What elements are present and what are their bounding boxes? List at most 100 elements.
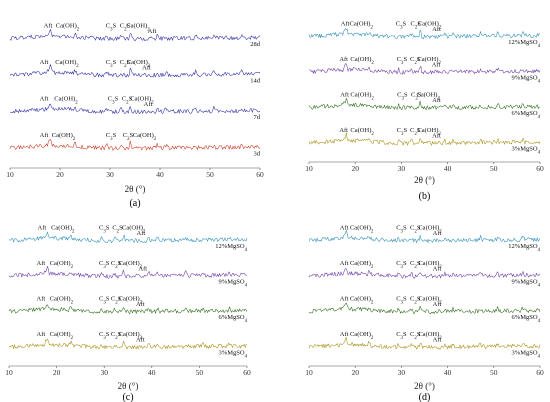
peak-annotation: C2S <box>410 260 421 270</box>
peak-annotation: Aft <box>433 266 442 273</box>
peak-annotation: Ca(OH)2 <box>55 59 79 69</box>
peak-annotation: C3S <box>396 331 407 341</box>
series-trace <box>8 266 248 279</box>
peak-annotation: C3S <box>106 132 117 142</box>
peak-annotation: Aft <box>432 133 441 140</box>
peak-annotation: Ca(OH)2 <box>417 56 441 66</box>
series-trace <box>308 336 541 350</box>
peak-annotation: Aft <box>432 62 441 69</box>
x-tick-label: 40 <box>148 368 156 377</box>
x-axis-label: 2θ (°) <box>414 175 435 185</box>
peak-annotation: Ca(OH)2 <box>418 331 442 341</box>
x-tick-label: 60 <box>256 170 264 179</box>
x-tick-label: 60 <box>243 368 251 377</box>
peak-annotation: C3S <box>396 260 407 270</box>
peak-annotation: Ca(OH)2 <box>350 296 374 306</box>
peak-annotation: Aft <box>433 337 442 344</box>
series-trace <box>9 29 261 42</box>
peak-annotation: C3S <box>106 23 117 33</box>
series-label: 3%MgSO4 <box>512 146 541 156</box>
peak-annotation: Ca(OH)2 <box>50 260 74 270</box>
x-tick-label: 10 <box>305 368 313 377</box>
peak-annotation: Aft <box>432 97 441 104</box>
peak-annotation: C3S <box>106 59 117 69</box>
peak-annotation: Ca(OH)2 <box>127 59 151 69</box>
peak-annotation: Aft <box>38 225 47 232</box>
series-label: 9%MgSO4 <box>219 279 248 289</box>
peak-annotation: C3S <box>397 92 408 102</box>
peak-annotation: Aft <box>148 28 157 35</box>
peak-annotation: Ca(OH)2 <box>350 92 374 102</box>
peak-annotation: C2S <box>111 331 122 341</box>
series-label: 12%MgSO4 <box>508 39 540 49</box>
peak-annotation: Ca(OH)2 <box>418 296 442 306</box>
peak-annotation: Ca(OH)2 <box>51 225 75 235</box>
peak-annotation: Ca(OH)2 <box>350 21 374 31</box>
peak-annotation: Aft <box>340 331 349 338</box>
peak-annotation: C2S <box>410 56 421 66</box>
series-label: 14d <box>250 78 261 85</box>
series-label: 28d <box>250 41 261 48</box>
x-axis-label: 2θ (°) <box>118 381 139 391</box>
peak-annotation: C2S <box>410 127 421 137</box>
peak-annotation: Ca(OH)2 <box>130 96 154 106</box>
series-label: 12%MgSO4 <box>215 243 247 253</box>
peak-annotation: Aft <box>144 101 153 108</box>
series-trace <box>9 64 261 78</box>
peak-annotation: Aft <box>44 23 53 30</box>
x-tick-label: 40 <box>444 164 452 173</box>
peak-annotation: C2S <box>411 92 422 102</box>
x-axis-label: 2θ (°) <box>414 381 435 391</box>
panel-label: (b) <box>419 191 431 202</box>
x-tick-label: 10 <box>305 164 313 173</box>
peak-annotation: C2S <box>410 331 421 341</box>
peak-annotation: Ca(OH)2 <box>133 132 157 142</box>
peak-annotation: Ca(OH)2 <box>418 260 442 270</box>
panel-label: (c) <box>122 392 133 402</box>
x-tick-label: 50 <box>196 368 204 377</box>
peak-annotation: Ca(OH)2 <box>350 331 374 341</box>
panel-label: (a) <box>129 198 140 209</box>
series-trace <box>308 28 541 40</box>
series-trace <box>8 304 248 315</box>
x-tick-label: 60 <box>536 164 544 173</box>
peak-annotation: C3S <box>99 331 110 341</box>
peak-annotation: Aft <box>37 331 46 338</box>
peak-annotation: C2S <box>120 23 131 33</box>
peak-annotation: Ca(OH)2 <box>350 260 374 270</box>
peak-annotation: C3S <box>396 225 407 235</box>
series-trace <box>308 230 541 243</box>
peak-annotation: Ca(OH)2 <box>350 127 374 137</box>
peak-annotation: C2S <box>410 296 421 306</box>
peak-annotation: Ca(OH)2 <box>119 331 143 341</box>
peak-annotation: C3S <box>99 296 110 306</box>
peak-annotation: C3S <box>397 127 408 137</box>
x-tick-label: 60 <box>536 368 544 377</box>
series-label: 6%MgSO4 <box>512 314 541 324</box>
series-trace <box>9 338 248 350</box>
peak-annotation: C2S <box>111 260 122 270</box>
x-tick-label: 40 <box>156 170 164 179</box>
peak-annotation: Aft <box>341 21 350 28</box>
x-tick-label: 20 <box>53 368 61 377</box>
series-trace <box>309 63 541 75</box>
x-tick-label: 10 <box>5 368 13 377</box>
series-label: 3%MgSO4 <box>219 350 248 360</box>
series-trace <box>308 98 541 110</box>
peak-annotation: Aft <box>433 230 442 237</box>
peak-annotation: Aft <box>340 92 349 99</box>
peak-annotation: C2S <box>111 296 122 306</box>
x-tick-label: 20 <box>56 170 64 179</box>
peak-annotation: Aft <box>142 65 151 72</box>
peak-annotation: Ca(OH)2 <box>417 92 441 102</box>
peak-annotation: Aft <box>40 59 49 66</box>
peak-annotation: Aft <box>37 296 46 303</box>
peak-annotation: Aft <box>40 96 49 103</box>
series-label: 3d <box>254 151 261 158</box>
peak-annotation: C3S <box>108 96 119 106</box>
peak-annotation: Aft <box>37 260 46 267</box>
x-tick-label: 30 <box>398 368 406 377</box>
peak-annotation: Ca(OH)2 <box>350 225 374 235</box>
x-tick-label: 50 <box>490 368 498 377</box>
